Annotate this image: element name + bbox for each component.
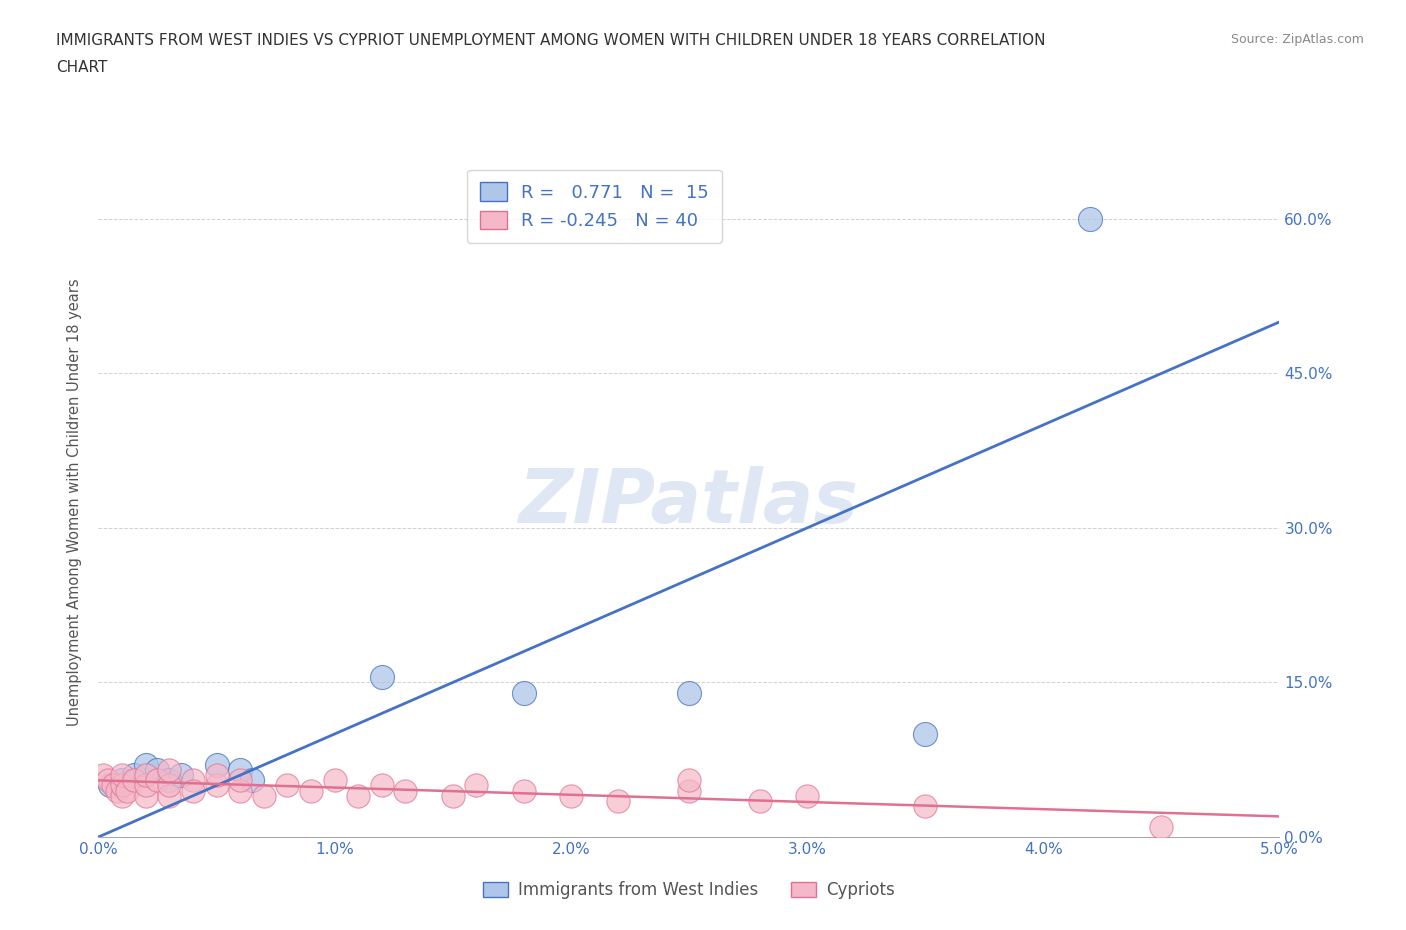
Point — [914, 726, 936, 741]
Point — [135, 778, 157, 793]
Point — [146, 763, 169, 777]
Point — [678, 783, 700, 798]
Point — [229, 763, 252, 777]
Point — [157, 773, 180, 788]
Point — [1150, 819, 1173, 834]
Y-axis label: Unemployment Among Women with Children Under 18 years: Unemployment Among Women with Children U… — [67, 278, 83, 726]
Point — [1080, 211, 1102, 226]
Point — [101, 778, 124, 793]
Point — [678, 773, 700, 788]
Point — [122, 773, 145, 788]
Point — [678, 685, 700, 700]
Point — [111, 773, 134, 788]
Point — [181, 783, 204, 798]
Point — [205, 768, 228, 783]
Point — [229, 783, 252, 798]
Point — [122, 768, 145, 783]
Point — [371, 670, 394, 684]
Legend: Immigrants from West Indies, Cypriots: Immigrants from West Indies, Cypriots — [477, 874, 901, 906]
Point — [170, 768, 193, 783]
Point — [299, 783, 322, 798]
Text: ZIPatlas: ZIPatlas — [519, 466, 859, 538]
Point — [560, 789, 582, 804]
Point — [229, 773, 252, 788]
Point — [240, 773, 263, 788]
Point — [98, 778, 121, 793]
Point — [205, 778, 228, 793]
Point — [796, 789, 818, 804]
Text: IMMIGRANTS FROM WEST INDIES VS CYPRIOT UNEMPLOYMENT AMONG WOMEN WITH CHILDREN UN: IMMIGRANTS FROM WEST INDIES VS CYPRIOT U… — [56, 33, 1046, 47]
Point — [914, 799, 936, 814]
Point — [135, 757, 157, 772]
Point — [276, 778, 298, 793]
Point — [323, 773, 346, 788]
Point — [253, 789, 276, 804]
Point — [111, 768, 134, 783]
Point — [111, 789, 134, 804]
Point — [135, 789, 157, 804]
Point — [157, 778, 180, 793]
Point — [157, 763, 180, 777]
Point — [512, 685, 534, 700]
Point — [748, 793, 770, 808]
Point — [135, 768, 157, 783]
Point — [91, 768, 114, 783]
Point — [441, 789, 464, 804]
Text: CHART: CHART — [56, 60, 108, 75]
Point — [111, 778, 134, 793]
Point — [512, 783, 534, 798]
Point — [465, 778, 488, 793]
Point — [347, 789, 370, 804]
Point — [181, 773, 204, 788]
Point — [371, 778, 394, 793]
Point — [97, 773, 120, 788]
Point — [394, 783, 416, 798]
Point — [115, 783, 138, 798]
Point — [607, 793, 630, 808]
Point — [205, 757, 228, 772]
Point — [146, 773, 169, 788]
Text: Source: ZipAtlas.com: Source: ZipAtlas.com — [1230, 33, 1364, 46]
Point — [105, 783, 128, 798]
Point — [157, 789, 180, 804]
